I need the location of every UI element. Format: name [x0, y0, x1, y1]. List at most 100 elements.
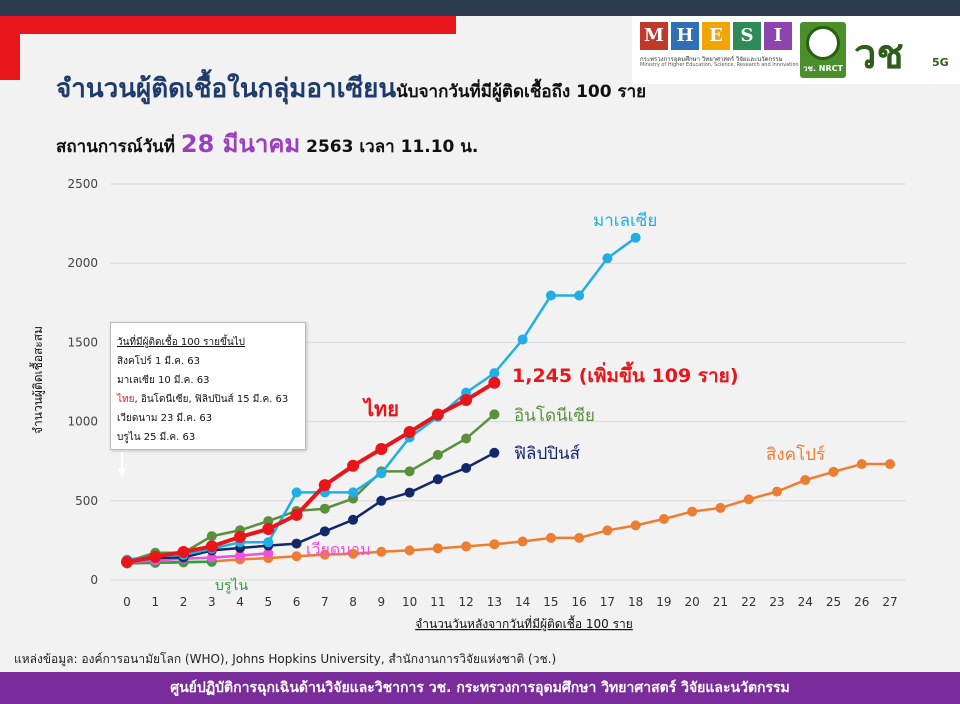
data-point	[319, 503, 330, 514]
data-point	[290, 508, 303, 521]
y-tick-label: 1500	[67, 335, 98, 349]
data-point	[602, 253, 613, 264]
data-point	[376, 495, 387, 506]
legend-row-brunei: บรูไน 25 มี.ค. 63	[117, 432, 196, 443]
red-accent-corner	[0, 16, 20, 80]
footer-bar: ศูนย์ปฏิบัติการฉุกเฉินด้านวิจัยและวิชากา…	[0, 672, 960, 704]
x-tick-label: 3	[208, 595, 216, 609]
data-point	[206, 552, 217, 563]
legend-row-singapore: สิงคโปร์ 1 มี.ค. 63	[117, 356, 201, 367]
data-point	[234, 530, 247, 543]
data-point	[263, 548, 274, 559]
data-point	[404, 487, 415, 498]
x-tick-label: 12	[458, 595, 473, 609]
x-tick-label: 23	[769, 595, 784, 609]
data-point	[432, 449, 443, 460]
data-point	[630, 232, 641, 243]
data-point	[404, 466, 415, 477]
data-point	[771, 486, 782, 497]
data-point	[291, 551, 302, 562]
series-annotation: สิงคโปร์	[766, 444, 825, 465]
data-point	[489, 539, 500, 550]
mhesi-letter: S	[733, 22, 761, 50]
data-point	[461, 433, 472, 444]
x-tick-label: 20	[685, 595, 700, 609]
mhesi-letter: M	[640, 22, 668, 50]
x-tick-label: 15	[543, 595, 558, 609]
top-bar	[0, 0, 960, 16]
x-tick-label: 7	[321, 595, 329, 609]
y-tick-label: 2000	[67, 256, 98, 270]
y-tick-label: 1000	[67, 415, 98, 429]
data-point	[856, 459, 867, 470]
data-point	[461, 541, 472, 552]
data-point	[376, 468, 387, 479]
data-point	[461, 463, 472, 474]
data-point	[319, 526, 330, 537]
data-point	[206, 531, 217, 542]
series-annotation: อินโดนีเซีย	[514, 405, 595, 426]
data-point	[517, 536, 528, 547]
start-date-legend: วันที่มีผู้ติดเชื้อ 100 รายขึ้นไป สิงคโป…	[110, 322, 306, 450]
series-annotation: ฟิลิปปินส์	[514, 444, 581, 464]
title-main: จำนวนผู้ติดเชื้อในกลุ่มอาเซียน	[56, 74, 397, 104]
mhesi-english-name: Ministry of Higher Education, Science, R…	[640, 62, 799, 68]
data-point	[318, 479, 331, 492]
series-annotation: 1,245 (เพิ่มขึ้น 109 ราย)	[512, 361, 739, 387]
data-point	[319, 549, 330, 560]
y-tick-label: 0	[90, 573, 98, 587]
data-point	[545, 290, 556, 301]
x-axis-label: จำนวนวันหลังจากวันที่มีผู้ติดเชื้อ 100 ร…	[415, 615, 633, 632]
data-point	[658, 514, 669, 525]
data-point	[800, 475, 811, 486]
legend-thai-highlight: ไทย	[117, 394, 135, 405]
x-tick-label: 6	[293, 595, 301, 609]
data-point	[432, 543, 443, 554]
x-tick-label: 5	[264, 595, 272, 609]
mhesi-letter: E	[702, 22, 730, 50]
data-point	[263, 537, 274, 548]
data-point	[828, 466, 839, 477]
data-point	[291, 538, 302, 549]
y-tick-label: 2500	[67, 177, 98, 191]
series-annotation: เวียดนาม	[306, 540, 371, 559]
x-tick-label: 24	[798, 595, 813, 609]
data-point	[489, 368, 500, 379]
x-tick-label: 2	[180, 595, 188, 609]
data-point	[376, 546, 387, 557]
page-title: จำนวนผู้ติดเชื้อในกลุ่มอาเซียนนับจากวันท…	[56, 68, 646, 109]
data-point	[488, 376, 501, 389]
data-point	[743, 494, 754, 505]
legend-row-thai-rest: , อินโดนีเซีย, ฟิลิปปินส์ 15 มี.ค. 63	[134, 394, 289, 405]
data-point	[574, 532, 585, 543]
nrct-seal-icon	[806, 26, 840, 60]
data-point	[348, 514, 359, 525]
x-tick-label: 25	[826, 595, 841, 609]
data-point	[460, 394, 473, 407]
vc-5g-label: 5G	[932, 56, 949, 69]
data-point	[489, 409, 500, 420]
y-axis-label: จำนวนผู้ติดเชื้อสะสม	[29, 326, 46, 434]
x-tick-label: 9	[378, 595, 386, 609]
x-tick-label: 16	[572, 595, 587, 609]
status-date: 28 มีนาคม	[180, 130, 301, 158]
data-point	[291, 487, 302, 498]
x-tick-label: 21	[713, 595, 728, 609]
data-point	[262, 522, 275, 535]
data-point	[375, 443, 388, 456]
data-point	[235, 550, 246, 561]
y-tick-label: 500	[75, 494, 98, 508]
x-tick-label: 1	[151, 595, 159, 609]
series-annotation: มาเลเซีย	[593, 211, 657, 231]
x-tick-label: 13	[487, 595, 502, 609]
series-line	[126, 462, 890, 565]
mhesi-letter: H	[671, 22, 699, 50]
data-point	[431, 408, 444, 421]
data-point	[149, 550, 162, 563]
x-tick-label: 27	[882, 595, 897, 609]
mhesi-thai-name: กระทรวงการอุดมศึกษา วิทยาศาสตร์ วิจัยและ…	[640, 56, 783, 63]
data-point	[121, 555, 133, 568]
